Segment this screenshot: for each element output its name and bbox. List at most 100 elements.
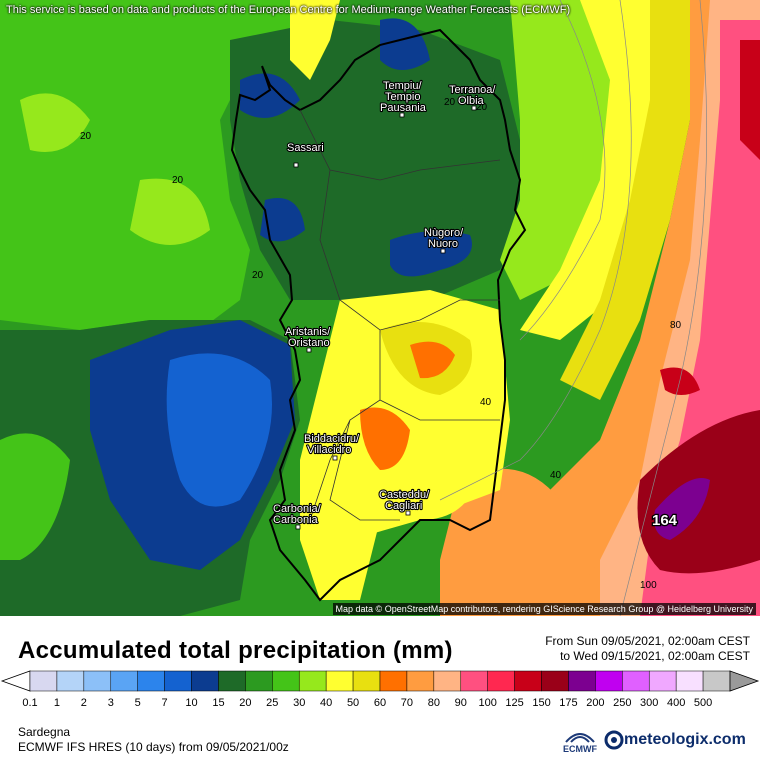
scale-swatch [56, 670, 85, 692]
scale-swatch [352, 670, 381, 692]
period-to: to Wed 09/15/2021, 02:00am CEST [560, 649, 750, 663]
precip-sw-blue [166, 353, 272, 507]
city-tempio: Tempiu/ Tempio Pausania [379, 79, 428, 118]
precip-north-dark [230, 20, 520, 300]
scale-swatch [568, 670, 596, 692]
precip-se-orange [440, 468, 600, 616]
scale-swatch [137, 670, 165, 692]
scale-tick-label: 80 [427, 697, 440, 709]
precip-east-red [740, 40, 760, 160]
contour-label: 100 [640, 580, 657, 591]
city-marker [293, 162, 299, 168]
city-marker [405, 510, 411, 516]
scale-tick-label: 5 [134, 697, 141, 709]
scale-tick-label: 400 [666, 697, 686, 709]
contour-lines [439, 0, 707, 616]
scale-tick-label: 1 [53, 697, 60, 709]
city-marker [332, 455, 338, 461]
precip-blue-core [260, 198, 305, 242]
map-attribution[interactable]: Map data © OpenStreetMap contributors, r… [332, 603, 756, 615]
scale-swatch [325, 670, 354, 692]
color-scale-ticks: 0.1 1 2 3 5 7 10 15 20 25 30 40 50 60 70 80 90 100 125 150 1… [0, 697, 760, 711]
scale-tick-label: 70 [400, 697, 414, 709]
scale-swatch [460, 670, 488, 692]
contour-label: 80 [670, 320, 682, 331]
scale-arrow-right [729, 670, 760, 692]
precip-east-yellow [520, 0, 680, 340]
scale-swatch [487, 670, 515, 692]
scale-tick-label: 175 [559, 697, 578, 709]
precip-east-olive [560, 0, 700, 400]
scale-tick-label: 10 [185, 697, 198, 709]
scale-swatch [298, 670, 327, 692]
scale-swatch [622, 670, 650, 692]
scale-swatch [29, 670, 58, 692]
max-value-label: 164 [652, 512, 678, 529]
scale-tick-label: 125 [505, 697, 524, 709]
scale-tick-label: 40 [320, 697, 333, 709]
svg-text:Nùgoro/: Nùgoro/ [424, 227, 464, 239]
scale-swatch [702, 670, 731, 692]
ecmwf-logo-text: ECMWF [563, 744, 597, 754]
contour-label: 20 [476, 102, 488, 113]
province-borders [299, 109, 501, 521]
city-carbonia: Carbonia/ Carbonia [272, 502, 323, 530]
city-marker [306, 347, 312, 353]
scale-swatch [406, 670, 435, 692]
scale-tick-label: 100 [478, 697, 497, 709]
contour-label: 40 [480, 397, 492, 408]
scale-swatch [164, 670, 192, 692]
scale-swatch [595, 670, 623, 692]
precip-west-light [0, 0, 300, 330]
svg-text:Pausania: Pausania [380, 102, 427, 114]
period-from: From Sun 09/05/2021, 02:00am CEST [545, 634, 750, 648]
color-scale-bar [0, 670, 760, 692]
precip-center-orange [360, 407, 410, 470]
scale-tick-label: 3 [107, 697, 114, 709]
precip-patch [130, 178, 210, 245]
city-marker [471, 105, 477, 111]
precip-max-core [654, 478, 710, 540]
scale-tick-label: 30 [293, 697, 306, 709]
scale-swatch [379, 670, 408, 692]
scale-swatch [541, 670, 569, 692]
contour-label: 40 [550, 470, 562, 481]
svg-text:Biddacidru/: Biddacidru/ [304, 433, 360, 445]
city-nuoro: Nùgoro/ Nuoro [423, 226, 465, 254]
model-info: ECMWF IFS HRES (10 days) from 09/05/2021… [18, 740, 289, 754]
scale-tick-label: 250 [613, 697, 632, 709]
contour-label: 20 [444, 97, 456, 108]
city-cagliari: Casteddu/ Cagliari [378, 488, 431, 516]
scale-tick-label: 20 [239, 697, 252, 709]
city-sassari: Sassari [286, 141, 325, 168]
city-olbia: Terranoa/ Olbia [448, 83, 498, 111]
svg-text:Olbia: Olbia [458, 95, 485, 107]
city-villacidro: Biddacidru/ Villacidro [303, 432, 361, 461]
scale-swatch [218, 670, 246, 692]
scale-swatch [83, 670, 112, 692]
legend-title: Accumulated total precipitation (mm) [18, 637, 453, 664]
scale-tick-label: 25 [266, 697, 279, 709]
precip-center-orange [410, 341, 455, 379]
meteologix-brand[interactable]: meteologix.com [604, 730, 746, 750]
scale-swatch [245, 670, 273, 692]
city-marker [399, 112, 405, 118]
scale-swatch [191, 670, 219, 692]
svg-text:Casteddu/: Casteddu/ [379, 489, 430, 501]
city-marker [440, 248, 446, 254]
precipitation-map: 20 20 20 20 40 40 80 100 20 Tempiu/ Temp… [0, 0, 760, 616]
precip-blue-core [380, 18, 430, 70]
scale-tick-label: 7 [161, 697, 168, 709]
forecast-period: From Sun 09/05/2021, 02:00am CEST to Wed… [545, 634, 750, 664]
region-name: Sardegna [18, 725, 71, 739]
svg-text:Oristano: Oristano [288, 337, 330, 349]
scale-tick-label: 15 [212, 697, 225, 709]
precip-blue-core [240, 73, 300, 118]
scale-swatch [272, 670, 300, 692]
contour-label: 20 [172, 175, 184, 186]
svg-text:Terranoa/: Terranoa/ [449, 84, 496, 96]
svg-text:Carbonia/: Carbonia/ [273, 503, 322, 515]
svg-text:Sassari: Sassari [287, 142, 324, 154]
scale-tick-label: 150 [532, 697, 551, 709]
contour-label: 20 [80, 131, 92, 142]
